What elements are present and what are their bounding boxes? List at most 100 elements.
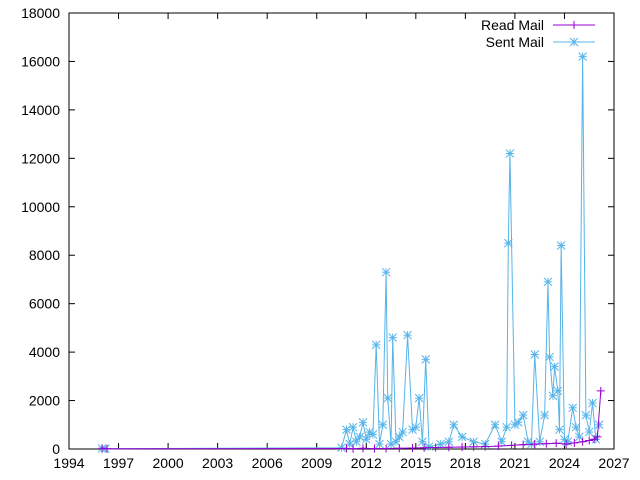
series-layer	[97, 52, 605, 454]
sent-mail-point	[421, 355, 431, 364]
sent-mail-point	[550, 362, 559, 371]
sent-mail-point	[352, 437, 361, 447]
sent-mail-point	[391, 437, 401, 447]
sent-mail-point	[555, 425, 564, 434]
x-tick-label: 1994	[53, 455, 84, 471]
x-tick-label: 2003	[202, 455, 233, 471]
read-mail-point	[530, 440, 539, 449]
sent-mail-point	[513, 418, 523, 427]
y-tick-label: 16000	[21, 53, 60, 69]
legend-sent-mail: Sent Mail	[486, 34, 544, 50]
read-mail-point	[408, 444, 417, 453]
x-tick-label: 2012	[351, 455, 382, 471]
read-mail-point	[578, 437, 587, 446]
read-mail-line	[101, 390, 602, 450]
read-mail-point	[349, 444, 358, 453]
x-tick-label: 2000	[153, 455, 184, 471]
sent-mail-point	[556, 241, 566, 250]
y-tick-label: 2000	[29, 393, 60, 409]
x-tick-label: 2009	[301, 455, 332, 471]
sent-mail-point	[424, 442, 434, 451]
y-tick-label: 8000	[29, 247, 60, 263]
read-mail-point	[102, 444, 111, 453]
sent-mail-point	[381, 267, 391, 277]
sent-mail-point	[568, 403, 578, 413]
sent-mail-point	[418, 437, 427, 447]
sent-mail-point	[503, 238, 513, 248]
sent-mail-series	[97, 52, 604, 454]
y-tick-label: 6000	[29, 296, 60, 312]
read-mail-point	[596, 386, 605, 395]
sent-mail-point	[518, 410, 528, 420]
sent-mail-point	[569, 37, 579, 47]
read-mail-point	[444, 443, 453, 452]
sent-mail-point	[378, 420, 388, 430]
sent-mail-point	[497, 437, 507, 447]
read-mail-point	[431, 443, 440, 452]
read-mail-point	[552, 439, 561, 448]
sent-mail-point	[543, 277, 553, 287]
read-mail-point	[382, 444, 391, 453]
sent-mail-point	[348, 422, 358, 432]
read-mail-point	[395, 444, 404, 453]
read-mail-point	[562, 440, 571, 449]
y-tick-label: 12000	[21, 150, 60, 166]
read-mail-point	[358, 444, 367, 453]
sent-mail-point	[411, 422, 421, 432]
x-tick-label: 2006	[252, 455, 283, 471]
read-mail-point	[370, 444, 379, 453]
sent-mail-point	[358, 418, 368, 427]
read-mail-point	[494, 442, 503, 451]
x-tick-label: 2018	[450, 455, 481, 471]
read-mail-point	[519, 440, 528, 449]
sent-mail-point	[502, 422, 512, 432]
sent-mail-point	[540, 410, 549, 420]
sent-mail-point	[553, 386, 563, 396]
read-mail-series	[98, 386, 605, 453]
sent-mail-point	[584, 427, 594, 437]
x-tick-label: 2027	[598, 455, 629, 471]
read-mail-point	[570, 21, 578, 29]
legend-read-mail: Read Mail	[481, 17, 544, 33]
sent-mail-point	[403, 330, 412, 340]
y-tick-label: 4000	[29, 344, 60, 360]
sent-mail-point	[436, 439, 445, 449]
x-tick-label: 2021	[499, 455, 530, 471]
sent-mail-point	[398, 427, 407, 437]
sent-mail-point	[337, 443, 346, 453]
y-tick-label: 14000	[21, 102, 60, 118]
sent-mail-point	[594, 420, 604, 430]
sent-mail-point	[457, 432, 467, 442]
read-mail-point	[420, 443, 429, 452]
sent-mail-point	[388, 333, 398, 342]
axis-ticks: 1994 1997 2000 2003 2006 2009 2012 2015 2018 2021…	[21, 5, 630, 471]
read-mail-point	[481, 442, 490, 451]
sent-mail-point	[578, 52, 587, 61]
read-mail-point	[570, 438, 579, 447]
read-mail-point	[585, 436, 594, 445]
read-mail-point	[507, 441, 516, 450]
sent-mail-point	[505, 149, 515, 158]
x-tick-label: 1997	[103, 455, 134, 471]
sent-mail-point	[530, 350, 540, 359]
y-tick-label: 18000	[21, 5, 60, 21]
sent-mail-point	[414, 393, 424, 403]
sent-mail-point	[375, 439, 384, 449]
sent-mail-point	[574, 432, 584, 442]
sent-mail-point	[361, 434, 371, 444]
sent-mail-point	[588, 398, 597, 408]
sent-mail-line	[101, 56, 600, 450]
read-mail-point	[593, 432, 602, 441]
x-tick-label: 2024	[549, 455, 580, 471]
x-tick-label: 2015	[400, 455, 431, 471]
read-mail-point	[458, 443, 467, 452]
sent-mail-point	[383, 393, 393, 403]
sent-mail-point	[571, 422, 581, 432]
sent-mail-point	[368, 430, 378, 439]
read-mail-point	[542, 439, 551, 448]
plot-border	[68, 12, 615, 450]
read-mail-point	[469, 442, 478, 451]
sent-mail-point	[449, 420, 459, 430]
